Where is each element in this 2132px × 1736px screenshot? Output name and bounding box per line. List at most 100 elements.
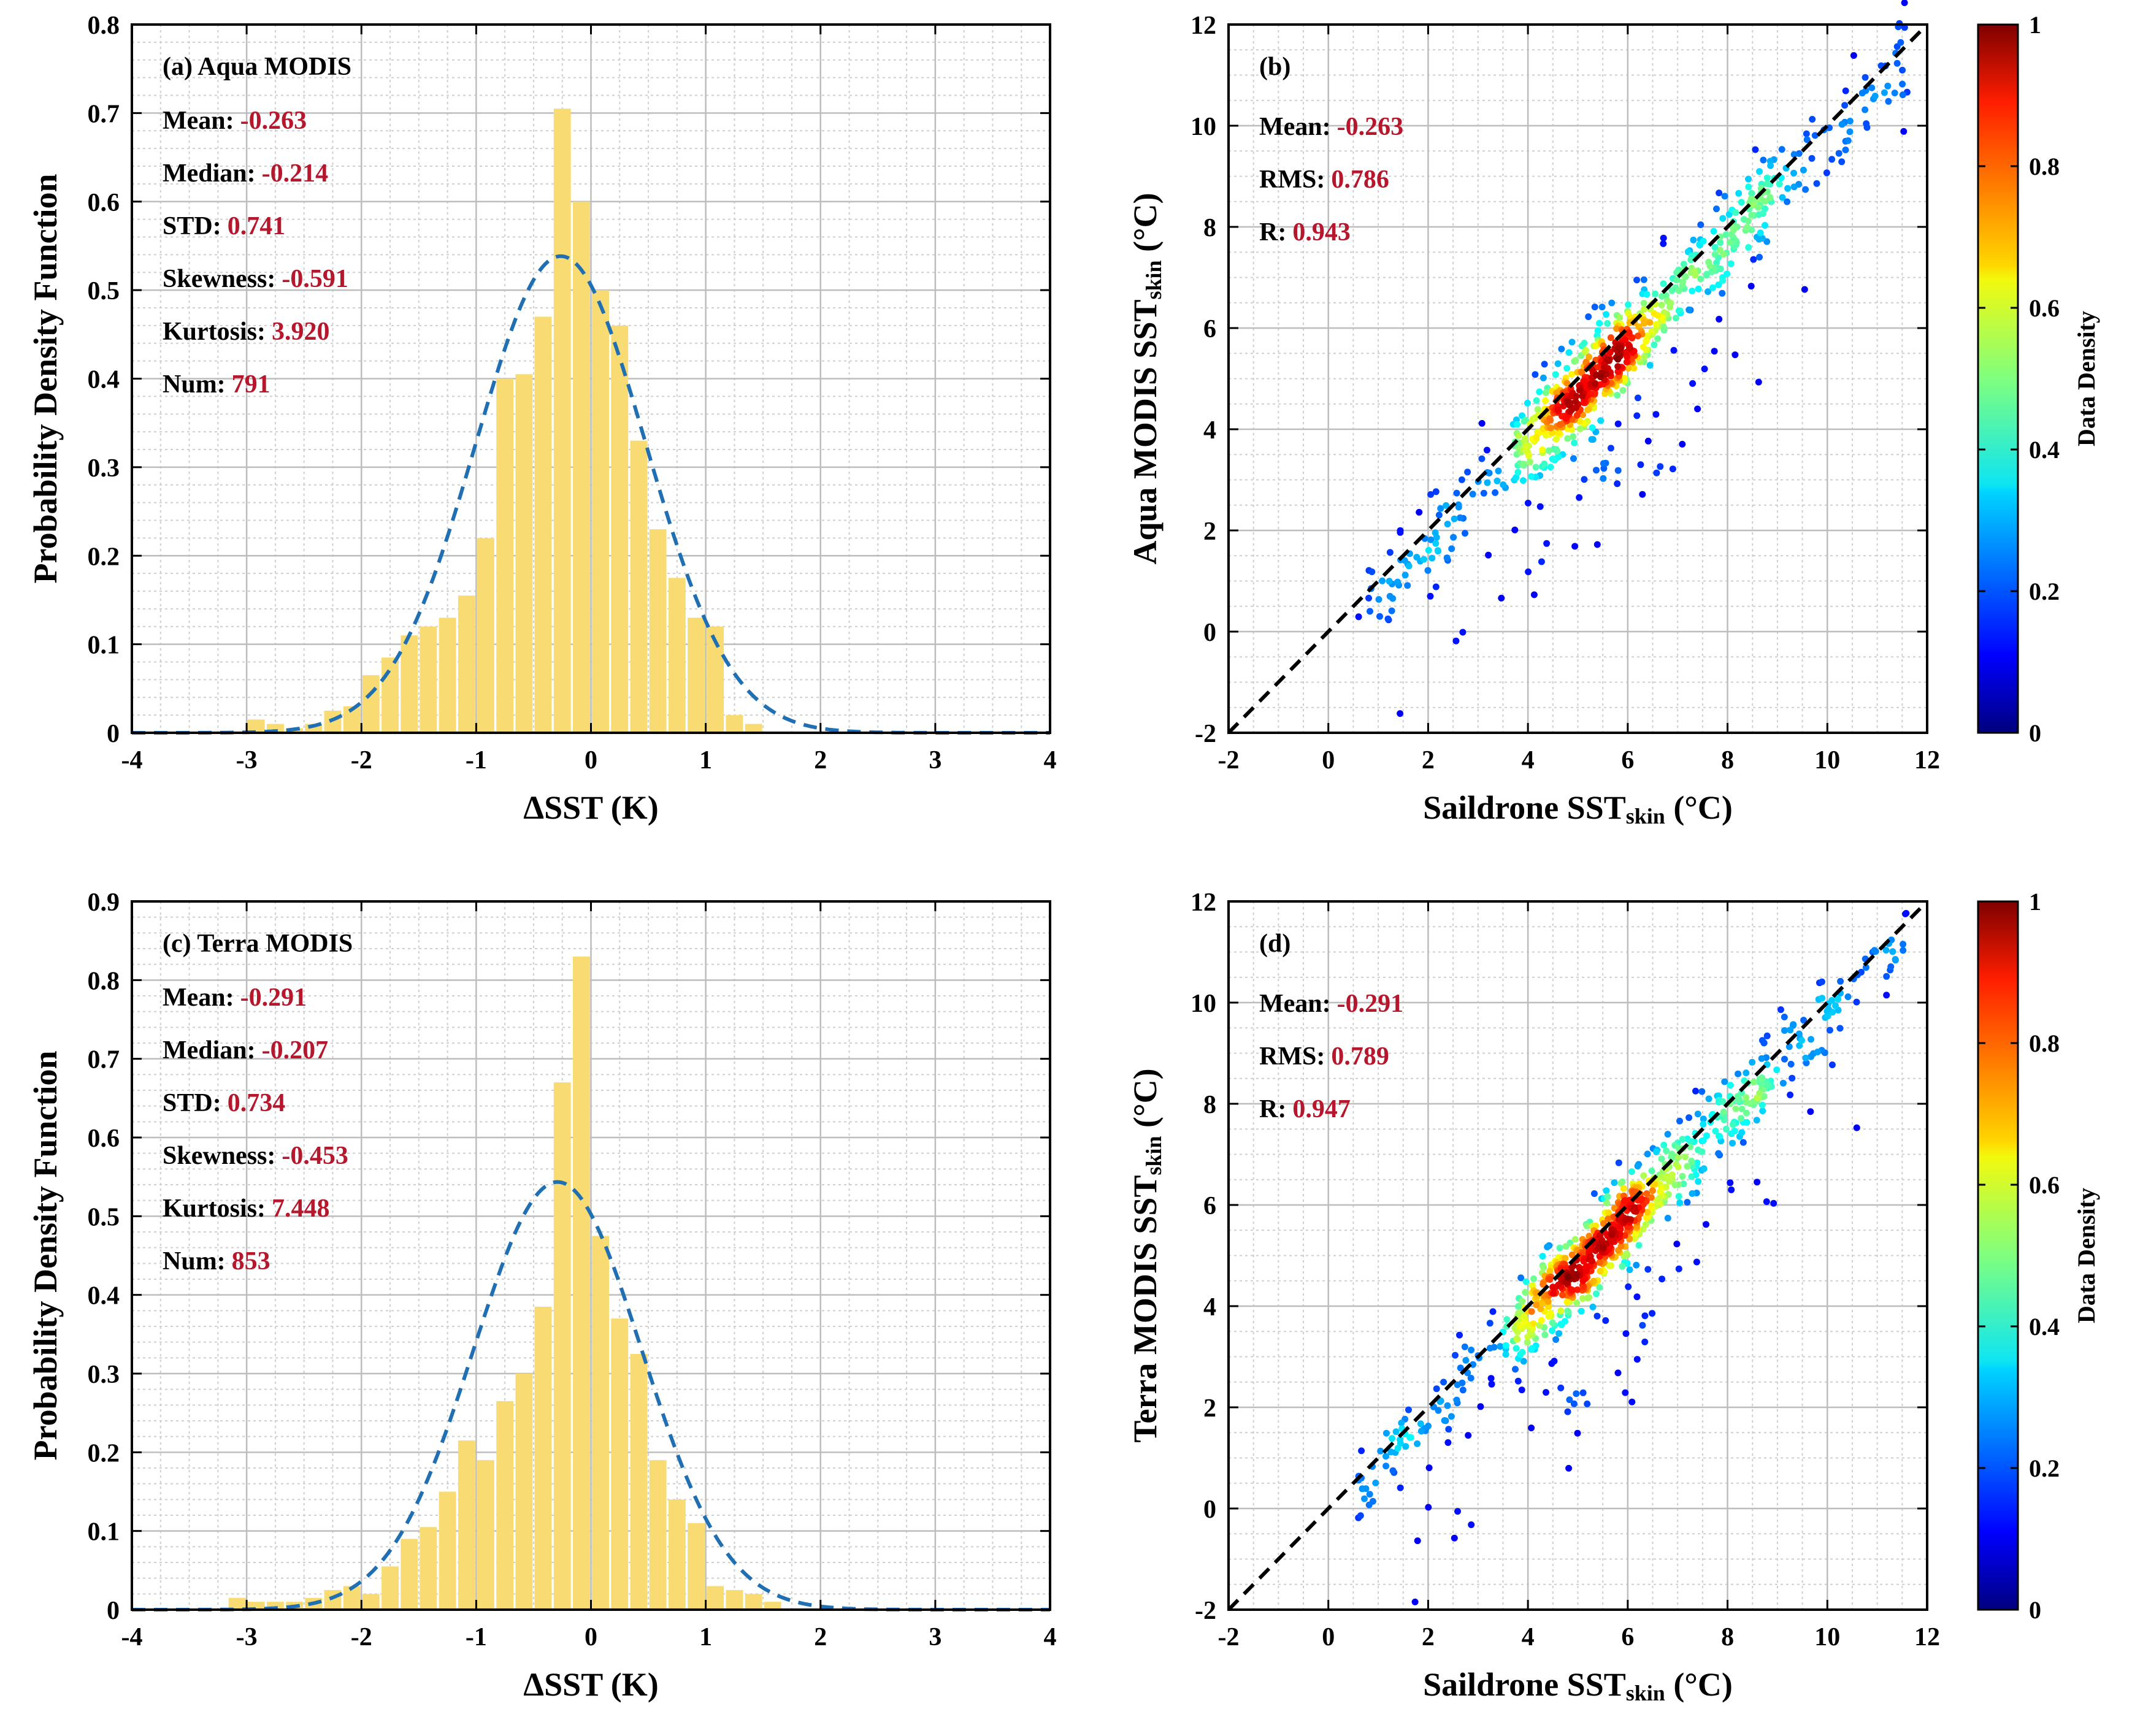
scatter-point	[1626, 1266, 1633, 1274]
scatter-point	[1580, 1258, 1587, 1265]
scatter-point	[1762, 222, 1768, 229]
scatter-point	[1770, 1199, 1777, 1207]
scatter-point	[1519, 1348, 1526, 1356]
scatter-point	[1530, 1275, 1537, 1282]
x-tick-label: 12	[1914, 1623, 1940, 1651]
x-tick-label: 1	[699, 1623, 712, 1651]
scatter-point	[1541, 361, 1548, 368]
scatter-point	[1835, 995, 1842, 1003]
scatter-point	[1488, 1380, 1495, 1388]
scatter-point	[1443, 502, 1450, 509]
scatter-point	[1779, 194, 1786, 201]
scatter-point	[1382, 1453, 1389, 1460]
stat-line: Median: -0.207	[163, 1036, 328, 1065]
scatter-point	[1700, 237, 1707, 245]
bar	[420, 626, 437, 733]
scatter-point	[1720, 251, 1727, 258]
scatter-point	[1386, 578, 1393, 585]
scatter-point	[1604, 1193, 1611, 1200]
scatter-point	[1513, 1345, 1520, 1352]
scatter-point	[1640, 276, 1647, 283]
one-to-one-line	[1227, 900, 1929, 1612]
scatter-point	[1789, 1074, 1796, 1082]
stat-line: R: 0.947	[1259, 1095, 1351, 1123]
colorbar-tick-label: 0.4	[2029, 436, 2060, 464]
scatter-point	[1738, 1129, 1746, 1136]
y-tick-label: 0	[1203, 619, 1216, 647]
bar	[592, 1236, 609, 1610]
x-tick-label: 2	[814, 746, 827, 774]
scatter-point	[1715, 1150, 1722, 1157]
scatter-point	[1648, 1167, 1655, 1174]
scatter-point	[1549, 1319, 1556, 1326]
scatter-point	[1579, 1389, 1587, 1396]
axes-frame	[1227, 23, 1928, 734]
bar	[534, 316, 552, 733]
scatter-point	[1729, 1139, 1736, 1147]
scatter-point	[1563, 380, 1571, 387]
scatter-point	[1757, 196, 1765, 203]
scatter-point	[1758, 1055, 1765, 1062]
scatter-point	[1617, 1180, 1625, 1187]
scatter-point	[1597, 417, 1605, 424]
scatter-point	[1585, 313, 1592, 320]
x-tick-label: 2	[1422, 1623, 1435, 1651]
scatter-point	[1698, 1088, 1706, 1095]
scatter-point	[1660, 280, 1667, 288]
bar	[324, 1589, 342, 1610]
scatter-point	[1748, 189, 1755, 197]
scatter-point	[1658, 1155, 1665, 1163]
stat-label: Mean:	[1259, 990, 1331, 1018]
scatter-point	[1644, 1209, 1651, 1216]
y-tick-label: 10	[1191, 990, 1216, 1018]
scatter-point	[1528, 473, 1535, 480]
scatter-point	[1600, 465, 1608, 472]
scatter-point	[1644, 1266, 1652, 1273]
scatter-point	[1522, 1278, 1530, 1285]
scatter-point	[1625, 329, 1633, 337]
scatter-point	[1547, 1310, 1554, 1317]
x-tick-label: -4	[121, 746, 143, 774]
scatter-point	[1490, 1344, 1498, 1351]
y-axis-label: Aqua MODIS SSTskin (°C)	[1127, 193, 1166, 564]
scatter-point	[1735, 189, 1743, 197]
scatter-point	[1552, 1336, 1560, 1343]
bar	[534, 1306, 552, 1610]
scatter-point	[1365, 594, 1372, 602]
bar	[707, 1586, 724, 1610]
scatter-point	[1862, 106, 1869, 113]
scatter-point	[1716, 189, 1723, 197]
y-tick-label: 0	[107, 720, 120, 748]
scatter-point	[1540, 374, 1547, 381]
scatter-point	[1516, 1302, 1523, 1310]
scatter-point	[1663, 1147, 1670, 1155]
scatter-point	[1451, 1534, 1458, 1542]
scatter-point	[1889, 948, 1896, 955]
scatter-point	[1477, 1403, 1484, 1410]
scatter-point	[1801, 286, 1808, 293]
y-tick-label: 0.9	[88, 889, 120, 917]
scatter-point	[1687, 1138, 1694, 1145]
scatter-point	[1386, 592, 1394, 600]
scatter-point	[1694, 1111, 1701, 1118]
scatter-point	[1644, 437, 1652, 445]
bar	[382, 657, 399, 733]
scatter-point	[1574, 1429, 1581, 1437]
scatter-point	[1464, 468, 1471, 476]
scatter-point	[1573, 1299, 1581, 1307]
scatter-point	[1454, 1381, 1461, 1388]
bar	[745, 724, 762, 733]
stat-value: 0.741	[228, 212, 286, 240]
colorbar-tick-label: 0.6	[2029, 1171, 2060, 1199]
scatter-point	[1901, 24, 1908, 31]
stat-line: Kurtosis: 7.448	[163, 1195, 330, 1223]
scatter-point	[1727, 1179, 1734, 1187]
bar	[458, 595, 475, 733]
scatter-point	[1596, 1283, 1603, 1291]
scatter-point	[1697, 275, 1704, 283]
scatter-point	[1903, 909, 1910, 917]
scatter-point	[1421, 556, 1427, 563]
scatter-point	[1591, 304, 1598, 311]
scatter-point	[1579, 392, 1586, 400]
